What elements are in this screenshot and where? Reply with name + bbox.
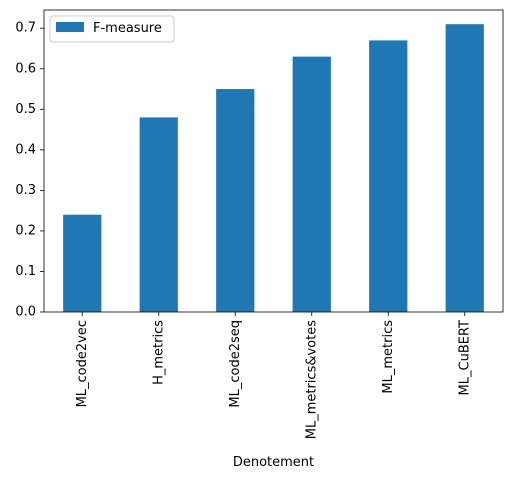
x-tick-label: H_metrics bbox=[151, 320, 166, 385]
x-tick-label: ML_metrics bbox=[381, 320, 396, 394]
bar-ML_metrics bbox=[369, 40, 408, 313]
legend-swatch bbox=[56, 22, 84, 32]
x-axis: ML_code2vec H_metrics ML_code2seq ML_metric… bbox=[75, 312, 472, 439]
y-tick-label: 0.4 bbox=[15, 142, 36, 157]
y-tick-label: 0.2 bbox=[15, 223, 36, 238]
x-tick-label: ML_code2vec bbox=[75, 320, 90, 407]
y-tick-label: 0.5 bbox=[15, 102, 36, 117]
plot-frame bbox=[43, 9, 504, 313]
x-tick-label: ML_CuBERT bbox=[457, 320, 472, 395]
y-axis: 0.0 0.1 0.2 0.3 0.4 0.5 0.6 0.7 bbox=[15, 21, 44, 320]
bar-ML_CuBERT bbox=[445, 24, 484, 312]
y-tick-label: 0.7 bbox=[15, 21, 36, 36]
x-axis-label: Denotement bbox=[233, 455, 314, 470]
y-tick-label: 0.3 bbox=[15, 183, 36, 198]
x-tick-label: ML_code2seq bbox=[228, 320, 243, 408]
bar-ML_code2seq bbox=[216, 89, 255, 312]
y-tick-label: 0.6 bbox=[15, 61, 36, 76]
bar-H_metrics bbox=[139, 117, 178, 312]
bar-ML_code2vec bbox=[63, 214, 102, 312]
legend-label: F-measure bbox=[93, 21, 162, 36]
bars bbox=[63, 24, 484, 313]
legend: F-measure bbox=[49, 15, 175, 43]
y-tick-label: 0.1 bbox=[15, 264, 36, 279]
bar-ML_metrics&votes bbox=[292, 56, 331, 313]
y-tick-label: 0.0 bbox=[15, 305, 36, 320]
x-tick-label: ML_metrics&votes bbox=[304, 320, 319, 439]
